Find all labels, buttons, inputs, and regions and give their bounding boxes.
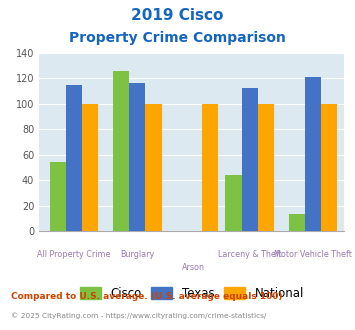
Text: Motor Vehicle Theft: Motor Vehicle Theft [274, 250, 352, 259]
Text: Compared to U.S. average. (U.S. average equals 100): Compared to U.S. average. (U.S. average … [11, 292, 282, 301]
Bar [129, 83, 146, 231]
Text: Burglary: Burglary [120, 250, 154, 259]
Text: © 2025 CityRating.com - https://www.cityrating.com/crime-statistics/: © 2025 CityRating.com - https://www.city… [11, 312, 266, 318]
Text: Arson: Arson [182, 263, 205, 272]
Legend: Cisco, Texas, National: Cisco, Texas, National [80, 287, 304, 300]
Bar [113, 71, 129, 231]
Bar [225, 175, 241, 231]
Bar [289, 214, 305, 231]
Bar [305, 77, 321, 231]
Bar [258, 104, 274, 231]
Text: 2019 Cisco: 2019 Cisco [131, 8, 224, 23]
Text: Property Crime Comparison: Property Crime Comparison [69, 31, 286, 45]
Bar [146, 104, 162, 231]
Bar [202, 104, 218, 231]
Bar [241, 88, 258, 231]
Bar [82, 104, 98, 231]
Bar [321, 104, 337, 231]
Text: Larceny & Theft: Larceny & Theft [218, 250, 282, 259]
Bar [66, 84, 82, 231]
Text: All Property Crime: All Property Crime [37, 250, 111, 259]
Bar [50, 162, 66, 231]
